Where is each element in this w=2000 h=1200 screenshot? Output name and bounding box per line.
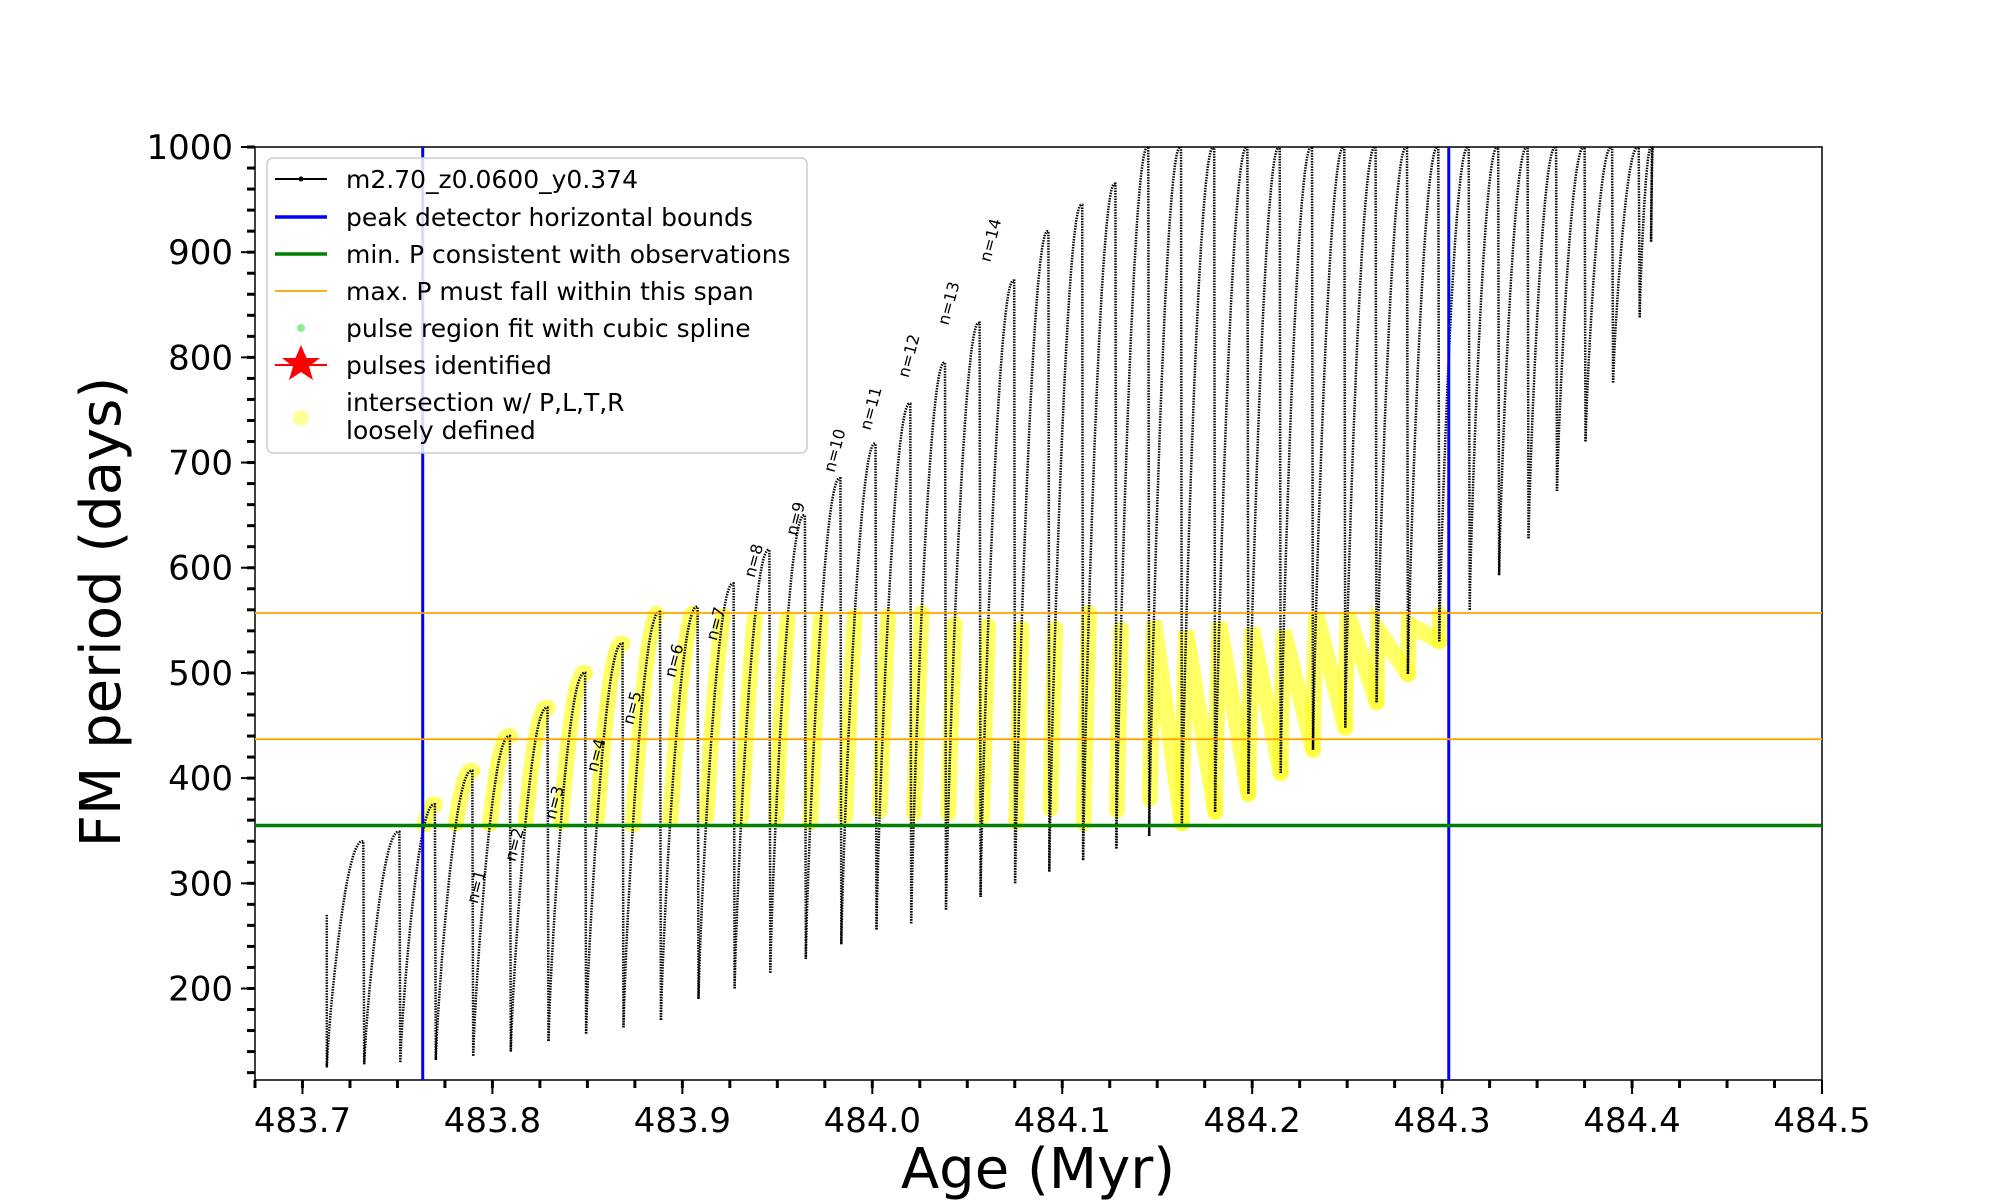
y-tick-label: 1000 [146, 128, 233, 168]
series-pulse [1555, 147, 1587, 492]
legend-label: peak detector horizontal bounds [346, 203, 753, 232]
legend-label: min. P consistent with observations [346, 240, 791, 269]
series-pulse [1180, 147, 1217, 824]
legend-item-spline: pulse region fit with cubic spline [297, 314, 751, 343]
series-pulse [875, 402, 913, 930]
legend-item-blue-bounds: peak detector horizontal bounds [275, 203, 753, 232]
series-pulse [1115, 147, 1151, 849]
series-pulse [547, 671, 588, 1042]
series-pulse [1611, 147, 1641, 383]
data-series [325, 147, 1655, 1068]
series-pulse [1406, 147, 1441, 675]
y-tick-label: 200 [168, 969, 233, 1009]
series-pulse [659, 605, 700, 1021]
legend: m2.70_z0.0600_y0.374 peak detector horiz… [266, 157, 808, 454]
series-pulse [1468, 147, 1501, 610]
legend-item-intersection: intersection w/ P,L,T,R loosely defined [293, 388, 633, 445]
intersection-band [906, 605, 930, 822]
star-icon [282, 345, 320, 380]
legend-label: pulses identified [346, 351, 552, 380]
legend-label: pulse region fit with cubic spline [346, 314, 751, 343]
y-tick-label: 900 [168, 233, 233, 273]
x-tick-label: 484.2 [1204, 1101, 1301, 1141]
series-pulse [1213, 147, 1250, 812]
series-pulse [1279, 147, 1315, 773]
legend-box [266, 157, 808, 454]
series-pulse [399, 803, 438, 1063]
x-tick-label: 484.5 [1773, 1101, 1870, 1141]
series-pulse [979, 279, 1017, 898]
series-pulse [1584, 147, 1615, 442]
x-tick-label: 483.7 [254, 1101, 351, 1141]
series-pulse [804, 477, 843, 960]
legend-label: intersection w/ P,L,T,R loosely defined [346, 388, 633, 445]
legend-label: m2.70_z0.0600_y0.374 [346, 165, 638, 194]
x-tick-label: 484.1 [1014, 1101, 1111, 1141]
y-tick-label: 300 [168, 864, 233, 904]
series-pulse [622, 610, 663, 1028]
series-pulse [1147, 147, 1184, 837]
series-pulse [1527, 147, 1559, 539]
series-pulse [1638, 147, 1654, 318]
y-tick-label: 500 [168, 654, 233, 694]
series-pulse [1247, 147, 1282, 794]
legend-item-green-min: min. P consistent with observations [275, 240, 791, 269]
series-pulse [1497, 147, 1530, 576]
legend-item-orange-max: max. P must fall within this span [275, 277, 754, 306]
x-tick-label: 483.9 [634, 1101, 731, 1141]
series-pulse [1649, 147, 1655, 242]
legend-label-line-1: intersection w/ P,L,T,R [346, 388, 625, 417]
y-axis: 200 300 400 500 600 700 800 900 1000 [146, 128, 255, 1075]
x-tick-label: 484.4 [1583, 1101, 1680, 1141]
x-tick-label: 483.8 [444, 1101, 541, 1141]
legend-item-pulses: pulses identified [275, 345, 552, 380]
legend-item-series: m2.70_z0.0600_y0.374 [275, 165, 638, 194]
intersection-band [802, 610, 829, 831]
series-pulse [1375, 147, 1410, 703]
series-pulse [509, 706, 550, 1052]
legend-label-line-2: loosely defined [346, 416, 536, 445]
legend-label: max. P must fall within this span [346, 277, 754, 306]
series-pulse [1013, 229, 1051, 884]
x-tick-label: 484.0 [824, 1101, 921, 1141]
series-pulse [769, 513, 808, 973]
y-tick-label: 600 [168, 549, 233, 589]
x-axis-title: Age (Myr) [901, 1137, 1175, 1200]
intersection-band [1008, 620, 1030, 830]
y-tick-label: 700 [168, 444, 233, 484]
series-pulse [1344, 147, 1378, 728]
series-pulse [434, 769, 475, 1061]
intersection-band [416, 796, 443, 833]
y-tick-label: 800 [168, 338, 233, 378]
y-axis-title: FM period (days) [69, 377, 134, 847]
series-pulse [944, 321, 982, 910]
series-pulse [1311, 147, 1347, 750]
series-pulse [471, 734, 513, 1056]
x-axis: 483.7 483.8 483.9 484.0 484.1 484.2 484.3 484.4… [253, 1080, 1871, 1141]
series-pulse [1048, 203, 1085, 872]
series-pulse [584, 642, 625, 1034]
y-tick-label: 400 [168, 759, 233, 799]
series-pulse [909, 361, 948, 924]
x-tick-label: 484.3 [1393, 1101, 1490, 1141]
series-pulse [697, 582, 736, 1000]
series-pulse [362, 830, 402, 1065]
series-pulse [840, 442, 878, 945]
series-pulse [1081, 182, 1118, 861]
